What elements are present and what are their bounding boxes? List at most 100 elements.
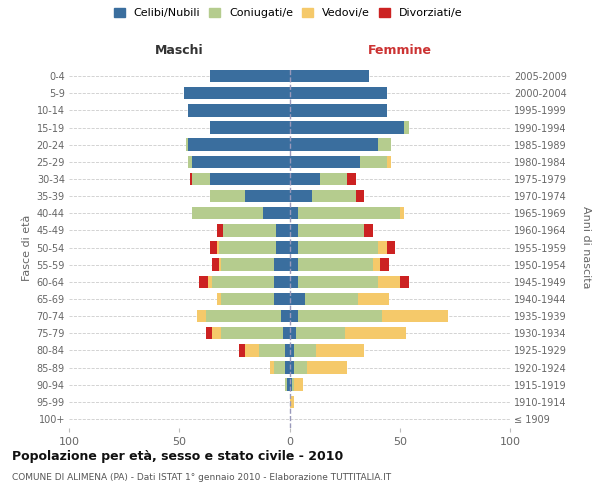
Bar xyxy=(276,242,290,254)
Text: Maschi: Maschi xyxy=(155,44,203,57)
Bar xyxy=(212,258,219,271)
Bar xyxy=(206,327,212,340)
Bar xyxy=(217,224,223,236)
Bar xyxy=(210,122,290,134)
Bar xyxy=(380,258,389,271)
Bar xyxy=(290,224,298,236)
Bar xyxy=(298,276,378,288)
Bar xyxy=(290,207,298,220)
Bar xyxy=(386,242,395,254)
Bar xyxy=(290,70,369,82)
Bar xyxy=(290,327,296,340)
Bar xyxy=(382,310,448,322)
Bar xyxy=(290,344,294,356)
Bar xyxy=(311,190,356,202)
Bar xyxy=(190,173,193,185)
Bar xyxy=(373,258,380,271)
Text: Femmine: Femmine xyxy=(368,44,432,57)
Bar xyxy=(378,138,391,151)
Bar xyxy=(290,293,305,305)
Bar xyxy=(217,242,219,254)
Bar xyxy=(386,156,391,168)
Bar xyxy=(404,122,409,134)
Bar xyxy=(188,104,290,117)
Legend: Celibi/Nubili, Coniugati/e, Vedovi/e, Divorziati/e: Celibi/Nubili, Coniugati/e, Vedovi/e, Di… xyxy=(113,8,463,18)
Bar xyxy=(285,362,290,374)
Bar xyxy=(290,104,386,117)
Bar xyxy=(358,293,389,305)
Bar xyxy=(290,190,311,202)
Bar xyxy=(290,258,298,271)
Bar xyxy=(197,310,206,322)
Bar xyxy=(274,293,290,305)
Text: COMUNE DI ALIMENA (PA) - Dati ISTAT 1° gennaio 2010 - Elaborazione TUTTITALIA.IT: COMUNE DI ALIMENA (PA) - Dati ISTAT 1° g… xyxy=(12,472,391,482)
Bar xyxy=(274,362,285,374)
Bar xyxy=(239,344,245,356)
Bar xyxy=(307,362,347,374)
Bar xyxy=(212,327,221,340)
Bar xyxy=(210,70,290,82)
Bar xyxy=(276,224,290,236)
Y-axis label: Fasce di età: Fasce di età xyxy=(22,214,32,280)
Bar xyxy=(347,173,356,185)
Bar xyxy=(290,87,386,100)
Bar xyxy=(364,224,373,236)
Bar xyxy=(298,207,400,220)
Bar xyxy=(221,327,283,340)
Bar xyxy=(188,138,290,151)
Bar xyxy=(193,173,210,185)
Bar xyxy=(290,138,378,151)
Bar xyxy=(294,378,303,391)
Bar xyxy=(378,242,386,254)
Bar xyxy=(186,138,188,151)
Bar xyxy=(298,242,378,254)
Bar xyxy=(298,258,373,271)
Bar xyxy=(210,190,245,202)
Bar xyxy=(290,276,298,288)
Bar xyxy=(320,173,347,185)
Bar xyxy=(360,156,386,168)
Bar xyxy=(210,173,290,185)
Bar xyxy=(294,362,307,374)
Bar xyxy=(193,156,290,168)
Bar xyxy=(259,344,285,356)
Bar xyxy=(290,362,294,374)
Bar xyxy=(305,293,358,305)
Bar xyxy=(245,190,290,202)
Bar xyxy=(217,293,221,305)
Bar xyxy=(290,156,360,168)
Bar xyxy=(281,310,290,322)
Bar xyxy=(290,173,320,185)
Bar xyxy=(274,258,290,271)
Text: Popolazione per età, sesso e stato civile - 2010: Popolazione per età, sesso e stato civil… xyxy=(12,450,343,463)
Bar xyxy=(290,122,404,134)
Bar xyxy=(296,327,344,340)
Bar xyxy=(223,224,276,236)
Bar xyxy=(263,207,290,220)
Bar xyxy=(400,276,409,288)
Bar xyxy=(290,396,294,408)
Bar xyxy=(219,242,276,254)
Bar xyxy=(245,344,259,356)
Bar xyxy=(199,276,208,288)
Bar xyxy=(274,276,290,288)
Bar xyxy=(219,258,221,271)
Bar xyxy=(287,378,290,391)
Bar xyxy=(269,362,274,374)
Bar xyxy=(290,242,298,254)
Bar xyxy=(316,344,364,356)
Bar xyxy=(356,190,364,202)
Bar xyxy=(184,87,290,100)
Bar xyxy=(210,242,217,254)
Bar xyxy=(221,258,274,271)
Y-axis label: Anni di nascita: Anni di nascita xyxy=(581,206,591,289)
Bar xyxy=(344,327,406,340)
Bar xyxy=(400,207,404,220)
Bar xyxy=(221,293,274,305)
Bar xyxy=(193,207,263,220)
Bar xyxy=(206,310,281,322)
Bar xyxy=(285,344,290,356)
Bar xyxy=(290,378,292,391)
Bar xyxy=(298,310,382,322)
Bar xyxy=(378,276,400,288)
